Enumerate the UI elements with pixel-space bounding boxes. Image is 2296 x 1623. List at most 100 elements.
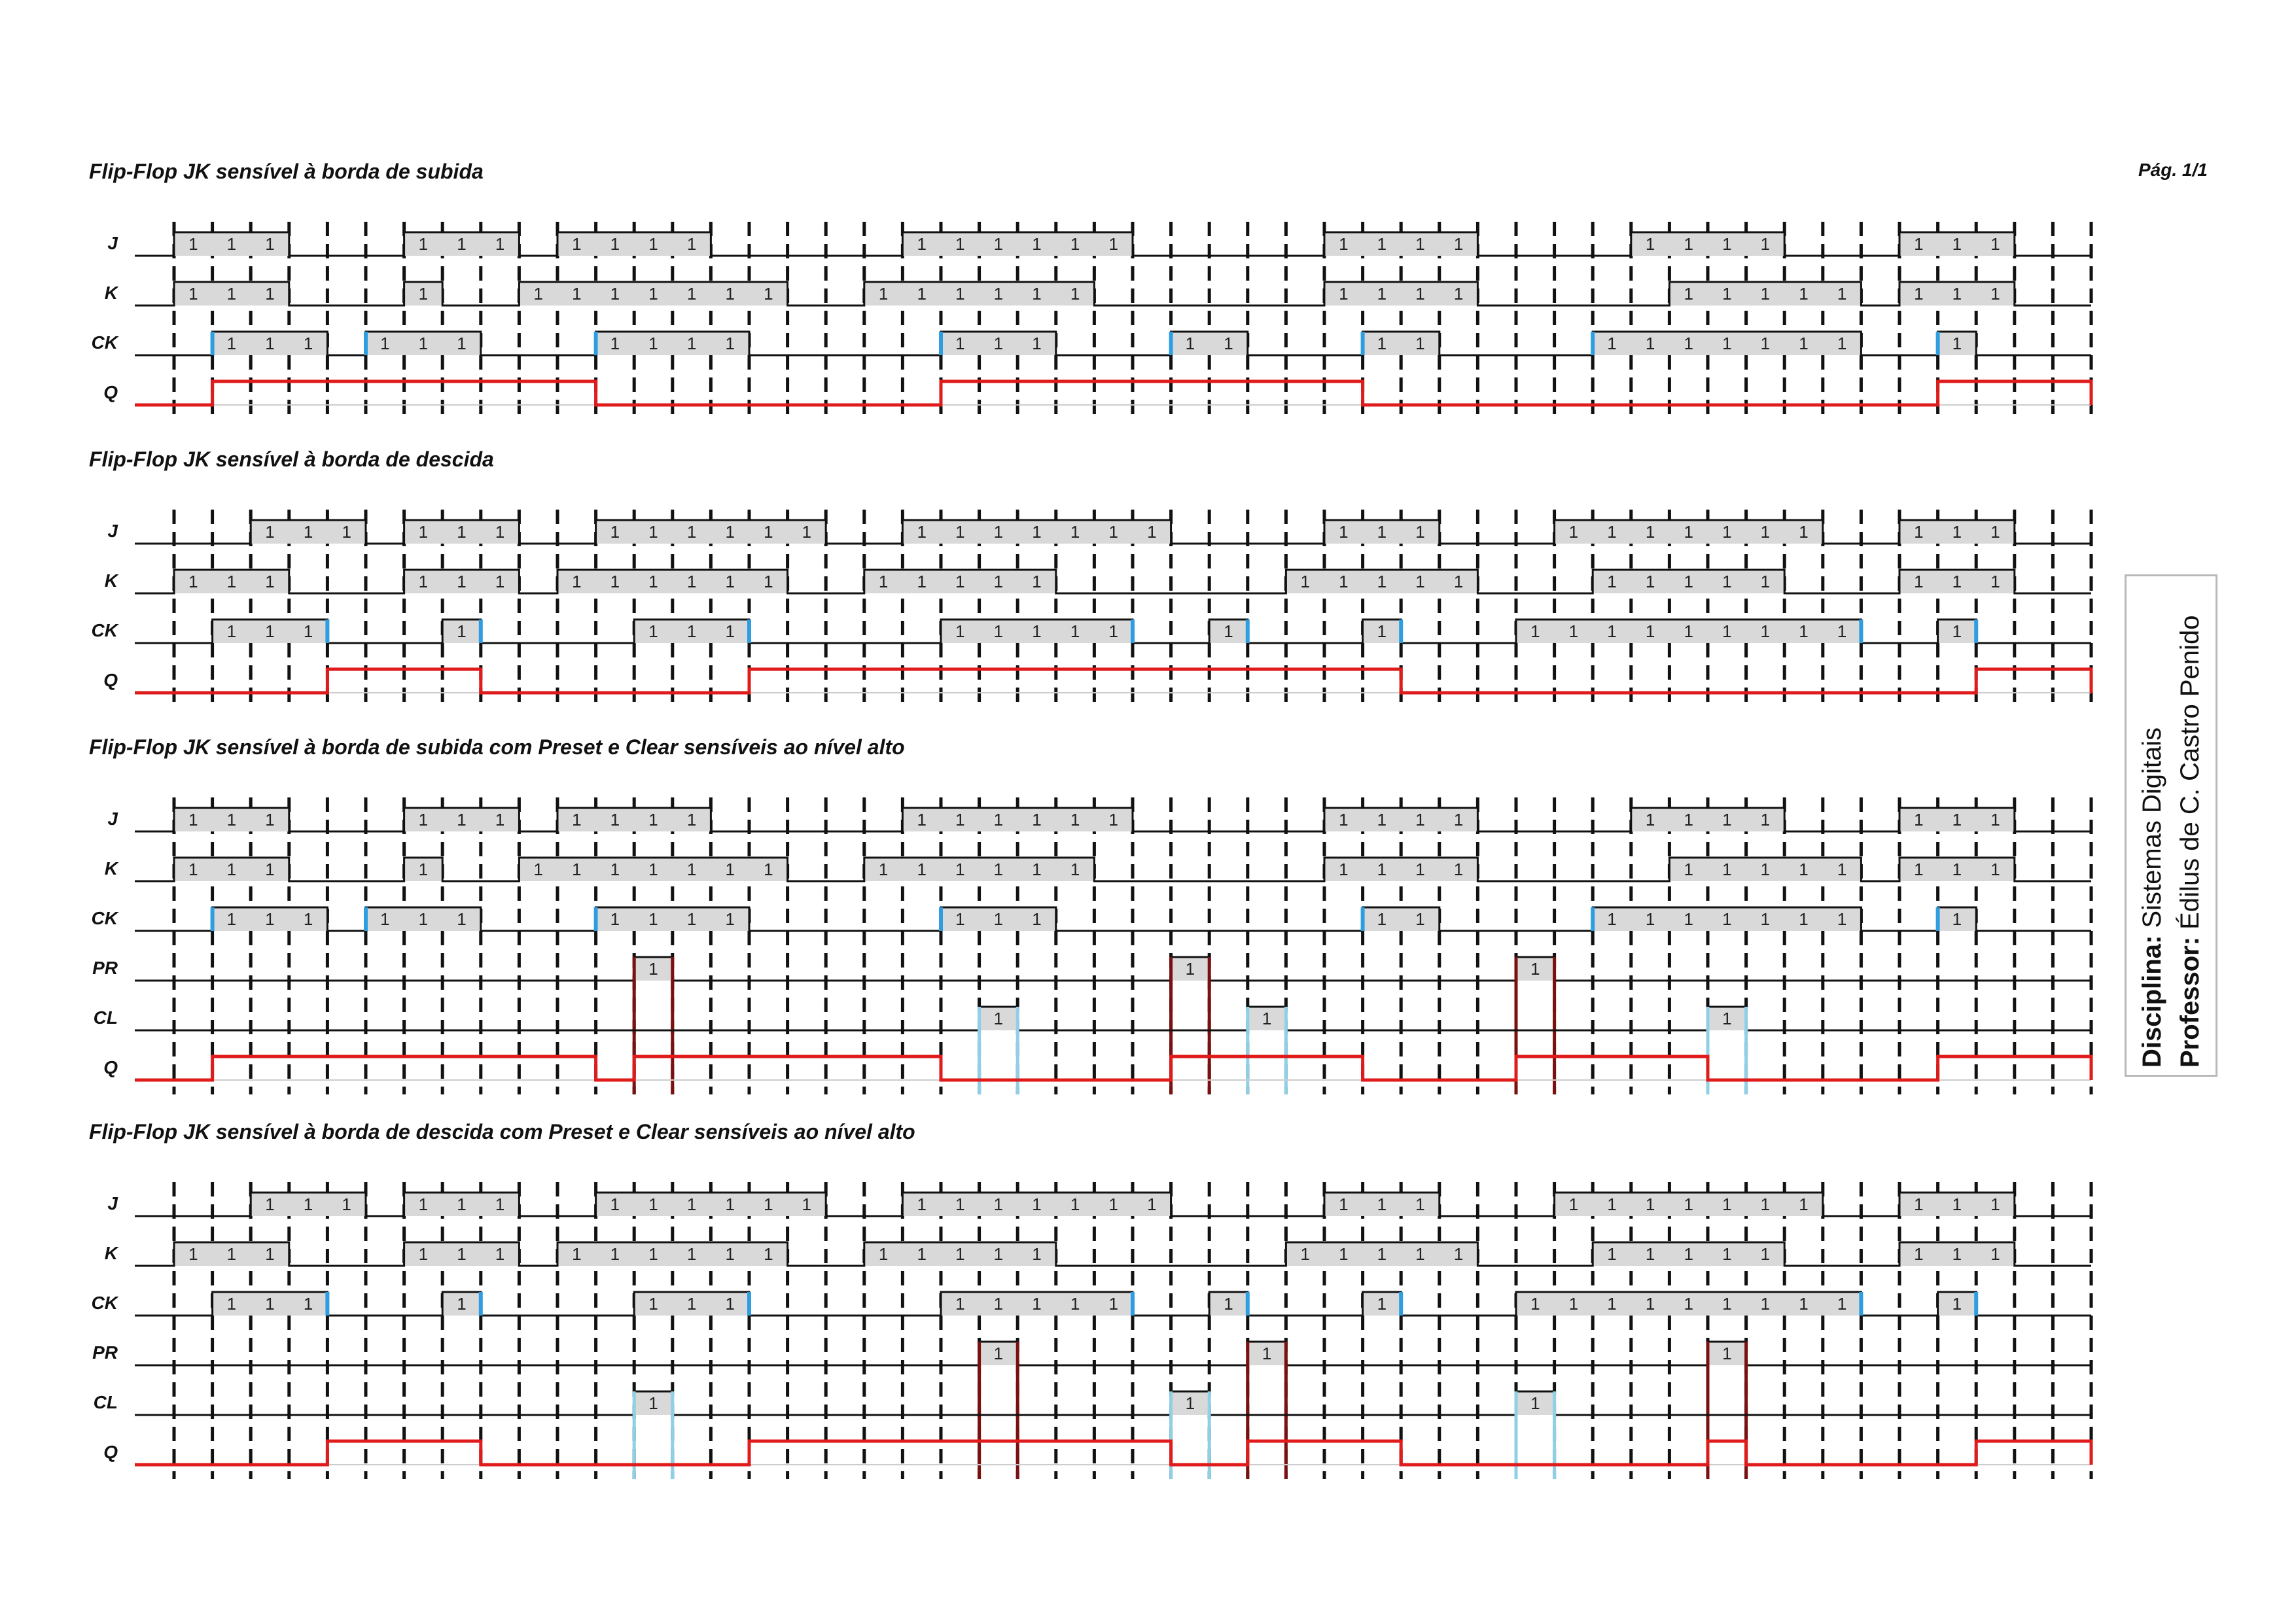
high-value-label: 1 — [1454, 1244, 1463, 1264]
high-value-label: 1 — [725, 621, 734, 641]
high-region — [1593, 332, 1862, 355]
high-value-label: 1 — [457, 572, 466, 591]
high-value-label: 1 — [917, 1244, 926, 1264]
high-region — [404, 232, 520, 256]
waveform — [135, 281, 2091, 307]
signal-row-j: J 1 1 1 1 1 1 1 1 1 1 1 1 1 1 1 1 1 1 1 1 1 1 1 1 1 1 1 1 1 1 1 1 — [107, 519, 2091, 545]
high-value-label: 1 — [419, 860, 428, 879]
high-value-label: 1 — [1761, 810, 1770, 829]
high-value-label: 1 — [1722, 1294, 1731, 1314]
high-value-label: 1 — [648, 522, 658, 542]
high-value-label: 1 — [994, 909, 1003, 929]
high-value-label: 1 — [1454, 234, 1463, 254]
high-value-label: 1 — [1722, 1344, 1731, 1363]
high-value-label: 1 — [687, 810, 696, 829]
high-value-label: 1 — [1377, 1195, 1386, 1214]
high-value-label: 1 — [1339, 810, 1348, 829]
high-region — [212, 1292, 328, 1316]
high-value-label: 1 — [265, 909, 274, 929]
section-title-falling-edge-preset-clear: Flip-Flop JK sensível à borda de descida… — [89, 1120, 915, 1143]
high-value-label: 1 — [1646, 1195, 1655, 1214]
high-value-label: 1 — [994, 1244, 1003, 1264]
high-value-label: 1 — [1722, 572, 1731, 591]
high-region — [1286, 1242, 1478, 1266]
high-value-label: 1 — [1761, 860, 1770, 879]
high-region — [864, 570, 1056, 593]
high-value-label: 1 — [1454, 810, 1463, 829]
high-value-label: 1 — [764, 522, 773, 542]
high-value-label: 1 — [1837, 334, 1846, 353]
high-region — [1708, 1342, 1746, 1365]
high-value-label: 1 — [1722, 234, 1731, 254]
high-value-label: 1 — [687, 860, 696, 879]
high-value-label: 1 — [1607, 1244, 1616, 1264]
high-region — [404, 282, 443, 305]
high-region — [442, 620, 481, 643]
high-region — [1516, 957, 1555, 981]
high-region — [1516, 1292, 1862, 1316]
signal-row-j: J 1 1 1 1 1 1 1 1 1 1 1 1 1 1 1 1 1 1 1 1 1 1 1 1 1 1 1 1 1 1 1 1 — [107, 1191, 2091, 1217]
page-number: Pág. 1/1 — [2138, 160, 2208, 180]
high-value-label: 1 — [227, 234, 236, 254]
high-value-label: 1 — [1377, 909, 1386, 929]
high-region — [1593, 907, 1862, 931]
high-value-label: 1 — [533, 284, 542, 304]
high-value-label: 1 — [1646, 1294, 1655, 1314]
signal-label-j: J — [107, 1193, 118, 1213]
high-value-label: 1 — [1377, 1294, 1386, 1314]
high-region — [404, 570, 520, 593]
high-value-label: 1 — [610, 334, 620, 353]
waveform — [135, 1191, 2091, 1217]
high-value-label: 1 — [1684, 522, 1693, 542]
high-value-label: 1 — [917, 572, 926, 591]
high-value-label: 1 — [1722, 1009, 1731, 1028]
high-region — [595, 1193, 826, 1216]
high-region — [1937, 620, 1977, 643]
high-value-label: 1 — [419, 810, 428, 829]
high-value-label: 1 — [419, 1195, 428, 1214]
high-value-label: 1 — [457, 1244, 466, 1264]
high-value-label: 1 — [457, 522, 466, 542]
section-title-rising-edge: Flip-Flop JK sensível à borda de subida — [89, 160, 484, 183]
discipline-line: Disciplina: Sistemas Digitais — [2133, 584, 2171, 1068]
high-value-label: 1 — [687, 522, 696, 542]
high-value-label: 1 — [687, 621, 696, 641]
high-value-label: 1 — [1761, 1294, 1770, 1314]
high-value-label: 1 — [648, 909, 658, 929]
high-value-label: 1 — [1952, 1294, 1962, 1314]
high-value-label: 1 — [764, 860, 773, 879]
high-value-label: 1 — [1032, 522, 1041, 542]
high-value-label: 1 — [1837, 284, 1846, 304]
high-region — [1324, 1193, 1439, 1216]
high-region — [1209, 620, 1248, 643]
high-value-label: 1 — [648, 959, 658, 979]
high-value-label: 1 — [994, 1294, 1003, 1314]
high-region — [1247, 1007, 1286, 1030]
high-value-label: 1 — [1070, 284, 1080, 304]
high-value-label: 1 — [1684, 909, 1693, 929]
high-region — [1937, 1292, 1977, 1316]
high-value-label: 1 — [1377, 234, 1386, 254]
high-value-label: 1 — [610, 860, 620, 879]
high-value-label: 1 — [764, 284, 773, 304]
high-region — [1669, 858, 1862, 881]
signal-row-q: Q — [103, 1055, 2093, 1082]
signal-label-cl: CL — [94, 1007, 118, 1028]
high-value-label: 1 — [1415, 860, 1424, 879]
high-value-label: 1 — [917, 234, 926, 254]
high-value-label: 1 — [1837, 909, 1846, 929]
high-value-label: 1 — [1990, 572, 2000, 591]
course-info-text: Disciplina: Sistemas Digitais Professor:… — [2133, 584, 2209, 1068]
high-value-label: 1 — [1032, 1294, 1041, 1314]
signal-label-j: J — [107, 233, 118, 253]
high-region — [864, 282, 1095, 305]
high-region — [941, 620, 1133, 643]
signal-label-j: J — [107, 809, 118, 829]
high-value-label: 1 — [1646, 621, 1655, 641]
waveform — [135, 956, 2091, 982]
high-value-label: 1 — [495, 1244, 504, 1264]
waveform — [135, 231, 2091, 257]
timing-section-3: J 1 1 1 1 1 1 1 1 1 1 1 1 1 1 1 1 1 1 1 1 1 1 1 1 1 1 1 1 1 1 1 1 K 1 1 1 1 1 1… — [92, 1182, 2093, 1479]
high-value-label: 1 — [457, 1294, 466, 1314]
signal-row-k: K 1 1 1 1 1 1 1 1 1 1 1 1 1 1 1 1 1 1 1 1 1 1 1 1 1 1 1 1 1 — [105, 281, 2091, 307]
